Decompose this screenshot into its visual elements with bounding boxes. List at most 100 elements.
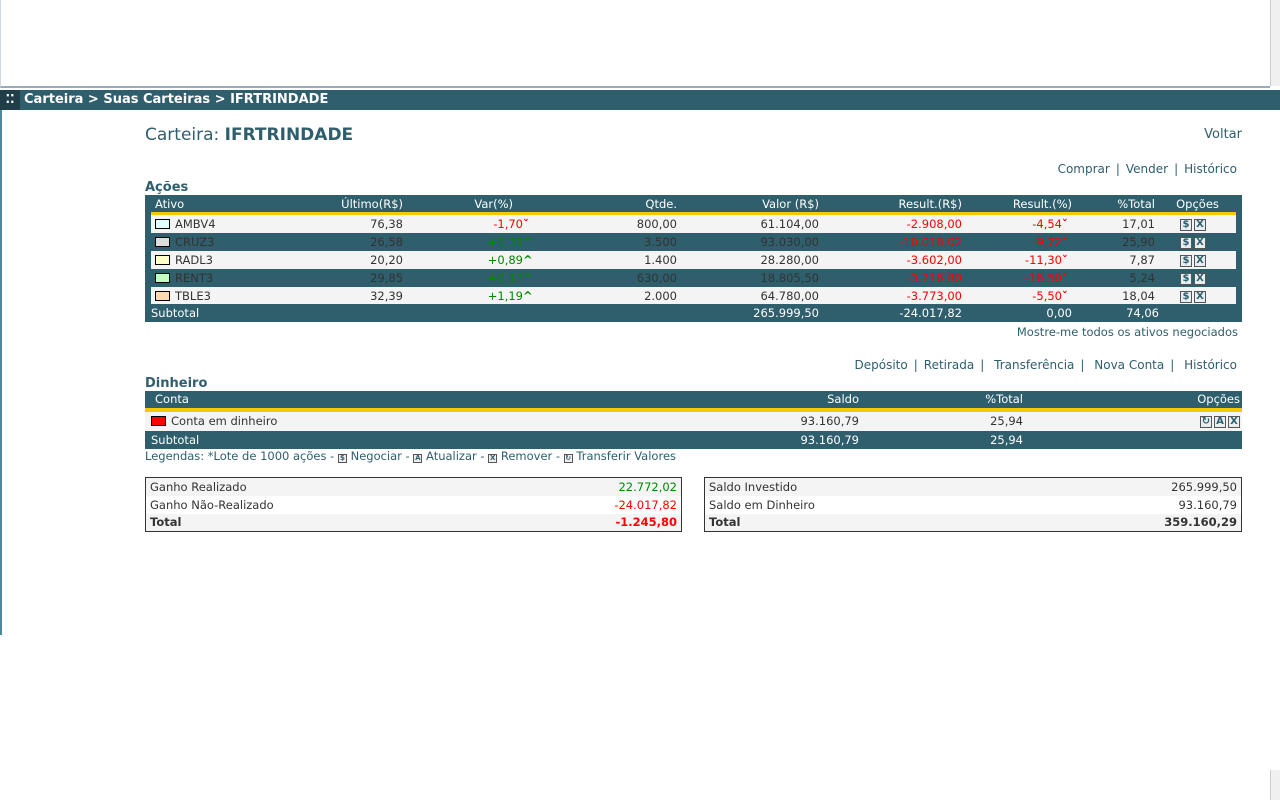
total-pct: 18,04 xyxy=(1076,287,1159,305)
remove-icon[interactable]: X xyxy=(1194,236,1206,249)
negociar-icon[interactable]: $ xyxy=(1180,272,1192,285)
scrollbar[interactable] xyxy=(1270,770,1280,800)
atualizar-icon: A xyxy=(413,454,423,463)
negociar-icon[interactable]: $ xyxy=(1180,290,1192,303)
color-swatch xyxy=(155,291,170,301)
negociar-icon[interactable]: $ xyxy=(1180,218,1192,231)
summary-row: Total 359.160,29 xyxy=(704,513,1242,532)
var: +0,89 xyxy=(487,253,523,267)
valor: 61.104,00 xyxy=(681,215,823,233)
ativo[interactable]: TBLE3 xyxy=(175,289,211,303)
subtotal-total: 74,06 xyxy=(1126,306,1159,320)
total-pct: 25,90 xyxy=(1122,235,1155,249)
update-icon[interactable]: A xyxy=(1214,415,1226,428)
ultimo: 29,85 xyxy=(370,271,403,285)
summary-label: Total xyxy=(704,513,1042,532)
ativo[interactable]: AMBV4 xyxy=(175,217,216,231)
color-swatch xyxy=(155,255,170,265)
saldo: 93.160,79 xyxy=(800,414,859,428)
valor: 64.780,00 xyxy=(681,287,823,305)
dinheiro-table: Conta Saldo %Total Opções Conta em dinhe… xyxy=(145,391,1242,449)
ativo[interactable]: RENT3 xyxy=(175,271,214,285)
summary-row: Ganho Não-Realizado -24.017,82 xyxy=(146,496,682,514)
col-qtde: Qtde. xyxy=(645,196,677,211)
ativo-cell[interactable]: CRUZ3 xyxy=(151,233,300,251)
legend-prefix: Legendas: *Lote de 1000 ações - xyxy=(145,449,335,463)
arrow-up-icon: ^ xyxy=(523,235,533,249)
balance-summary: Saldo Investido 265.999,50 Saldo em Dinhei… xyxy=(704,477,1242,532)
result-pct: -4,54 xyxy=(1032,217,1062,231)
ultimo: 32,39 xyxy=(300,287,407,305)
arrow-down-icon: ˇ xyxy=(1062,217,1068,231)
dinheiro-title: Dinheiro xyxy=(145,376,208,391)
legend-atualizar: Atualizar - xyxy=(426,449,485,463)
arrow-down-icon: ˇ xyxy=(523,217,529,231)
legend-remover: Remover - xyxy=(500,449,561,463)
arrow-down-icon: ˇ xyxy=(1062,271,1068,285)
remove-icon[interactable]: X xyxy=(1194,272,1206,285)
retirada-link[interactable]: Retirada xyxy=(923,358,975,372)
ativo-cell[interactable]: RADL3 xyxy=(151,251,300,269)
scrollbar[interactable] xyxy=(1270,0,1280,86)
top-frame xyxy=(0,0,1270,88)
valor: 18.805,50 xyxy=(760,271,819,285)
nova-conta-link[interactable]: Nova Conta xyxy=(1094,358,1165,372)
color-swatch xyxy=(155,237,170,247)
result: -3.716,80 xyxy=(906,271,962,285)
table-row: TBLE3 32,39 +1,19^ 2.000 64.780,00 -3.773,00 -… xyxy=(151,287,1236,305)
breadcrumb[interactable]: Carteira > Suas Carteiras > IFRTRINDADE xyxy=(24,92,329,107)
negociar-icon[interactable]: $ xyxy=(1180,254,1192,267)
summary-label: Saldo Investido xyxy=(704,477,1042,496)
summary-value: 93.160,79 xyxy=(1178,497,1237,512)
page-title: Carteira: IFRTRINDADE xyxy=(145,125,353,145)
arrow-down-icon: ˇ xyxy=(1062,235,1068,249)
summary-label: Ganho Realizado xyxy=(145,477,482,496)
dinheiro-subtotal: Subtotal 93.160,79 25,94 xyxy=(145,431,1242,449)
total-pct: 25,94 xyxy=(990,414,1023,428)
remove-icon[interactable]: X xyxy=(1194,290,1206,303)
comprar-link[interactable]: Comprar xyxy=(1057,162,1110,176)
ativo-cell[interactable]: TBLE3 xyxy=(151,287,300,305)
valor: 28.280,00 xyxy=(681,251,823,269)
var: +1,19 xyxy=(487,289,523,303)
ativo-cell[interactable]: AMBV4 xyxy=(151,215,300,233)
deposito-link[interactable]: Depósito xyxy=(854,358,908,372)
vender-link[interactable]: Vender xyxy=(1125,162,1169,176)
var: +1,32 xyxy=(487,235,523,249)
color-swatch xyxy=(151,416,166,426)
remove-icon[interactable]: X xyxy=(1228,415,1240,428)
remove-icon[interactable]: X xyxy=(1194,254,1206,267)
transferencia-link[interactable]: Transferência xyxy=(994,358,1075,372)
qtde: 2.000 xyxy=(537,287,681,305)
arrow-up-icon: ^ xyxy=(523,289,533,303)
result: -3.602,00 xyxy=(823,251,966,269)
historico-link[interactable]: Histórico xyxy=(1184,162,1237,176)
ultimo: 76,38 xyxy=(300,215,407,233)
show-all-link[interactable]: Mostre-me todos os ativos negociados xyxy=(1016,325,1238,339)
summary-value: 359.160,29 xyxy=(1041,513,1242,532)
title-label: Carteira: xyxy=(145,125,220,145)
subtotal-label: Subtotal xyxy=(151,306,200,320)
ativo[interactable]: RADL3 xyxy=(175,253,213,267)
summary-label: Saldo em Dinheiro xyxy=(709,497,815,512)
historico-dinheiro-link[interactable]: Histórico xyxy=(1184,358,1237,372)
grip-icon[interactable]: ⁚⁚ xyxy=(0,90,20,110)
ativo[interactable]: CRUZ3 xyxy=(175,235,215,249)
transferir-icon: ↻ xyxy=(563,454,573,463)
arrow-down-icon: ˇ xyxy=(1062,289,1068,303)
table-row: RENT3 29,85 +0,17^ 630,00 18.805,50 -3.716,80… xyxy=(151,269,1236,287)
color-swatch xyxy=(155,219,170,229)
transfer-icon[interactable]: ↻ xyxy=(1200,415,1212,428)
col-var: Var(%) xyxy=(474,196,513,211)
remove-icon[interactable]: X xyxy=(1194,218,1206,231)
result: -2.908,00 xyxy=(823,215,966,233)
ativo-cell[interactable]: RENT3 xyxy=(151,269,300,287)
negociar-icon[interactable]: $ xyxy=(1180,236,1192,249)
back-link[interactable]: Voltar xyxy=(1204,127,1242,142)
result: -10.018,02 xyxy=(899,235,962,249)
col-ultimo: Último(R$) xyxy=(341,196,403,211)
acoes-title: Ações xyxy=(145,180,189,195)
col-conta: Conta xyxy=(155,392,189,406)
ultimo: 20,20 xyxy=(300,251,407,269)
summary-value: -24.017,82 xyxy=(614,497,677,512)
